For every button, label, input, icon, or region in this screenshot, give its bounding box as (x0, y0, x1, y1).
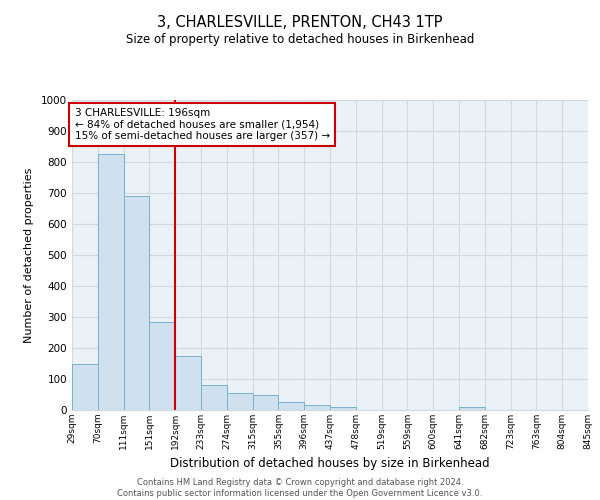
Bar (253, 394, 278, 410)
Bar (124, 196, 149, 410)
Text: Contains HM Land Registry data © Crown copyright and database right 2024.
Contai: Contains HM Land Registry data © Crown c… (118, 478, 482, 498)
Bar (201, 385, 227, 410)
Bar (227, 393, 253, 410)
Bar (72, 364, 98, 410)
Bar (278, 402, 304, 410)
Bar (330, 407, 356, 410)
Bar (459, 407, 485, 410)
Text: 3, CHARLESVILLE, PRENTON, CH43 1TP: 3, CHARLESVILLE, PRENTON, CH43 1TP (157, 15, 443, 30)
Text: Size of property relative to detached houses in Birkenhead: Size of property relative to detached ho… (126, 32, 474, 46)
Bar (149, 322, 175, 410)
Y-axis label: Number of detached properties: Number of detached properties (24, 168, 34, 342)
Bar (175, 356, 201, 410)
X-axis label: Distribution of detached houses by size in Birkenhead: Distribution of detached houses by size … (170, 458, 490, 470)
Text: 3 CHARLESVILLE: 196sqm
← 84% of detached houses are smaller (1,954)
15% of semi-: 3 CHARLESVILLE: 196sqm ← 84% of detached… (74, 108, 330, 141)
Bar (304, 406, 330, 410)
Bar (98, 154, 124, 410)
